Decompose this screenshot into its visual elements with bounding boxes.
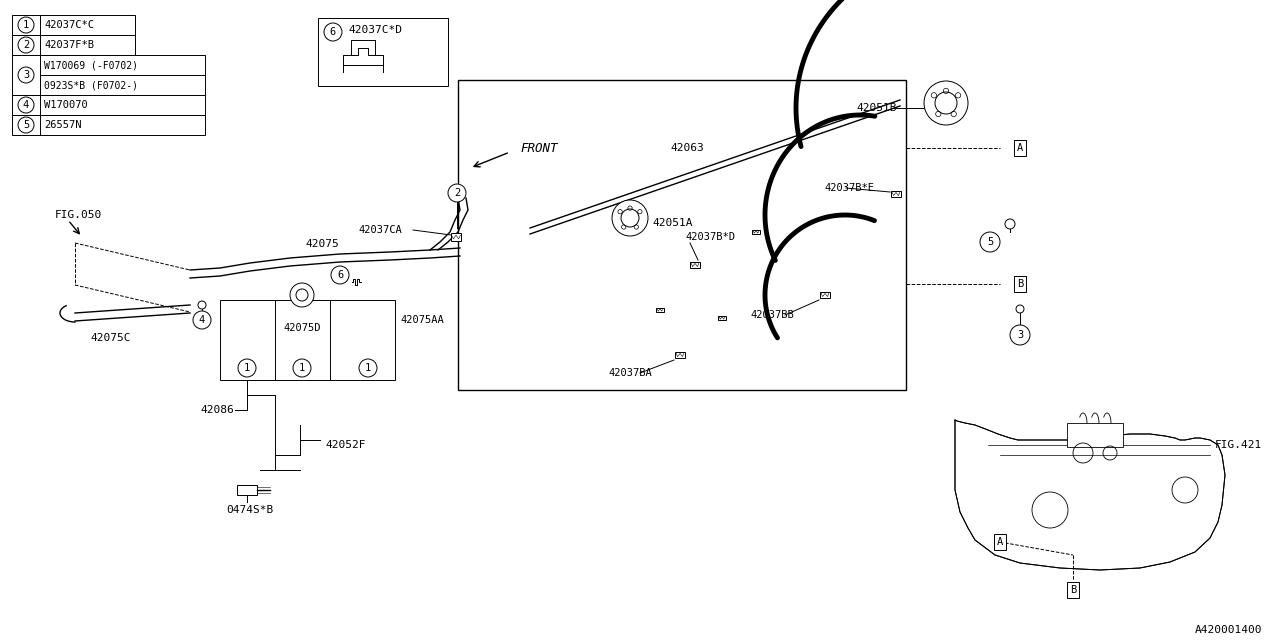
Circle shape [448, 184, 466, 202]
Text: FIG.050: FIG.050 [55, 210, 102, 220]
Text: 42063: 42063 [669, 143, 704, 153]
Bar [317, 18, 448, 86]
Bar [458, 80, 906, 390]
Text: B: B [1070, 585, 1076, 595]
Bar [718, 316, 726, 321]
Circle shape [18, 117, 35, 133]
Text: 42051B: 42051B [856, 103, 896, 113]
Text: 5: 5 [23, 120, 29, 130]
Circle shape [1016, 305, 1024, 313]
Bar [753, 230, 759, 234]
Text: 1: 1 [244, 363, 250, 373]
Text: 42037B*E: 42037B*E [824, 183, 874, 193]
Circle shape [293, 359, 311, 377]
Text: 4: 4 [23, 100, 29, 110]
Text: 42052F: 42052F [325, 440, 366, 450]
Circle shape [198, 301, 206, 309]
Circle shape [358, 359, 378, 377]
Text: 3: 3 [23, 70, 29, 80]
Bar [657, 308, 663, 312]
Text: FRONT: FRONT [520, 141, 558, 154]
Bar [12, 35, 134, 55]
Text: 42037BB: 42037BB [750, 310, 794, 320]
Text: 42075: 42075 [305, 239, 339, 249]
Bar [220, 300, 396, 380]
Bar [12, 55, 205, 95]
Text: W170070: W170070 [44, 100, 88, 110]
Bar [451, 234, 461, 241]
Bar [891, 191, 901, 197]
Text: B: B [1016, 279, 1023, 289]
Text: 5: 5 [987, 237, 993, 247]
Text: 42037C*D: 42037C*D [348, 25, 402, 35]
Circle shape [18, 97, 35, 113]
Bar [12, 15, 134, 35]
Text: 1: 1 [23, 20, 29, 30]
Bar [690, 262, 700, 268]
Text: 42051A: 42051A [652, 218, 692, 228]
Text: 42075AA: 42075AA [399, 315, 444, 325]
Text: 3: 3 [1016, 330, 1023, 340]
Circle shape [193, 311, 211, 329]
Text: 2: 2 [23, 40, 29, 50]
Text: A420001400: A420001400 [1194, 625, 1262, 635]
Text: 0923S*B (F0702-): 0923S*B (F0702-) [44, 80, 138, 90]
Bar [12, 95, 205, 115]
Text: FIG.421: FIG.421 [1215, 440, 1262, 450]
Text: 42037C*C: 42037C*C [44, 20, 93, 30]
Text: 6: 6 [337, 270, 343, 280]
Text: 6: 6 [330, 27, 337, 37]
Text: 42037BA: 42037BA [608, 368, 652, 378]
Circle shape [291, 283, 314, 307]
Text: 42075D: 42075D [283, 323, 321, 333]
Circle shape [18, 67, 35, 83]
Bar [12, 115, 205, 135]
Bar [820, 292, 829, 298]
Bar [237, 485, 257, 495]
Circle shape [238, 359, 256, 377]
Text: 2: 2 [454, 188, 460, 198]
Circle shape [332, 266, 349, 284]
Text: W170069 (-F0702): W170069 (-F0702) [44, 60, 138, 70]
Circle shape [324, 23, 342, 41]
Bar [676, 352, 685, 358]
Text: 4: 4 [198, 315, 205, 325]
Text: 26557N: 26557N [44, 120, 82, 130]
Bar [1068, 423, 1123, 447]
Circle shape [980, 232, 1000, 252]
Text: 1: 1 [298, 363, 305, 373]
Circle shape [924, 81, 968, 125]
Circle shape [1010, 325, 1030, 345]
Circle shape [612, 200, 648, 236]
Text: 42037B*D: 42037B*D [685, 232, 735, 242]
Text: 42037CA: 42037CA [358, 225, 402, 235]
Text: A: A [997, 537, 1004, 547]
Text: 1: 1 [365, 363, 371, 373]
Text: 42075C: 42075C [90, 333, 131, 343]
Circle shape [18, 37, 35, 53]
Circle shape [1005, 219, 1015, 229]
Text: 0474S*B: 0474S*B [227, 505, 274, 515]
Text: 42086: 42086 [200, 405, 234, 415]
Text: 42037F*B: 42037F*B [44, 40, 93, 50]
Polygon shape [955, 420, 1225, 570]
Circle shape [18, 17, 35, 33]
Text: A: A [1016, 143, 1023, 153]
